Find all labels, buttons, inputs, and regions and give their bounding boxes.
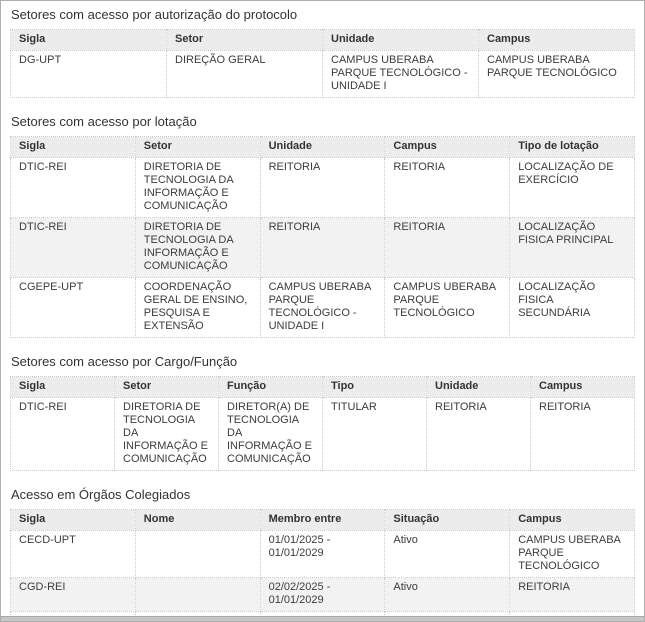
table-cell: REITORIA: [530, 397, 635, 471]
column-header: Campus: [478, 29, 635, 51]
table-cell: REITORIA: [384, 217, 511, 278]
column-header: Setor: [166, 29, 323, 51]
table-row: DTIC-REI DIRETORIA DE TECNOLOGIA DA INFOR…: [10, 157, 635, 218]
table-cell: 02/02/2025 - 01/01/2029: [259, 577, 386, 612]
column-header: Sigla: [10, 376, 115, 398]
column-header: Sigla: [10, 136, 136, 158]
orgaos-colegiados-table: Sigla Nome Membro entre Situação Campus CECD…: [10, 509, 635, 621]
table-cell: REITORIA: [259, 217, 386, 278]
table-header-row: Sigla Setor Função Tipo Unidade Campus: [10, 376, 635, 398]
table-cell: TITULAR: [322, 397, 427, 471]
column-header: Sigla: [10, 509, 136, 531]
table-cell: COORDENAÇÃO GERAL DE ENSINO, PESQUISA E …: [134, 277, 261, 338]
table-row: DTIC-REI DIRETORIA DE TECNOLOGIA DA INFOR…: [10, 397, 635, 471]
column-header: Unidade: [322, 29, 479, 51]
table-row: DG-UPT DIREÇÃO GERAL CAMPUS UBERABA PARQUE…: [10, 50, 635, 98]
table-cell: [134, 530, 261, 578]
table-header-row: Sigla Setor Unidade Campus Tipo de lotação: [10, 136, 635, 158]
table-cell: DIREÇÃO GERAL: [166, 50, 323, 98]
column-header: Função: [218, 376, 323, 398]
window-bottom-edge: [1, 616, 644, 621]
column-header: Setor: [114, 376, 219, 398]
column-header: Tipo: [322, 376, 427, 398]
section-autorizacao-protocolo: Setores com acesso por autorização do pr…: [10, 7, 635, 98]
section-title: Setores com acesso por lotação: [11, 114, 197, 129]
table-row: DTIC-REI DIRETORIA DE TECNOLOGIA DA INFOR…: [10, 217, 635, 278]
table-cell: DTIC-REI: [10, 217, 136, 278]
table-cell: DIRETOR(A) DE TECNOLOGIA DA INFORMAÇÃO E…: [218, 397, 323, 471]
table-cell: CAMPUS UBERABA PARQUE TECNOLÓGICO: [509, 530, 635, 578]
column-header: Setor: [134, 136, 261, 158]
table-cell: REITORIA: [259, 157, 386, 218]
table-cell: DTIC-REI: [10, 397, 115, 471]
table-cell: DG-UPT: [10, 50, 167, 98]
section-cargo-funcao: Setores com acesso por Cargo/Função Sigl…: [10, 354, 635, 471]
table-cell: LOCALIZAÇÃO DE EXERCÍCIO: [509, 157, 635, 218]
table-cell: Ativo: [384, 577, 511, 612]
section-orgaos-colegiados: Acesso em Órgãos Colegiados Sigla Nome Mem…: [10, 487, 635, 621]
table-cell: REITORIA: [509, 577, 635, 612]
column-header: Membro entre: [259, 509, 386, 531]
lotacao-table: Sigla Setor Unidade Campus Tipo de lotação D…: [10, 136, 635, 338]
column-header: Nome: [134, 509, 261, 531]
table-header-row: Sigla Setor Unidade Campus: [10, 29, 635, 51]
column-header: Campus: [509, 509, 635, 531]
section-title: Setores com acesso por Cargo/Função: [11, 354, 238, 369]
table-cell: DIRETORIA DE TECNOLOGIA DA INFORMAÇÃO E …: [134, 157, 261, 218]
table-row: CGD-REI 02/02/2025 - 01/01/2029 Ativo REITO…: [10, 577, 635, 612]
table-cell: CGD-REI: [10, 577, 136, 612]
column-header: Tipo de lotação: [509, 136, 635, 158]
authorization-table: Sigla Setor Unidade Campus DG-UPT DIREÇÃO GE…: [10, 29, 635, 98]
table-cell: LOCALIZAÇÃO FISICA SECUNDÁRIA: [509, 277, 635, 338]
table-header-row: Sigla Nome Membro entre Situação Campus: [10, 509, 635, 531]
column-header: Campus: [530, 376, 635, 398]
section-title: Acesso em Órgãos Colegiados: [11, 487, 191, 502]
table-cell: DTIC-REI: [10, 157, 136, 218]
table-cell: Ativo: [384, 530, 511, 578]
table-cell: CGEPE-UPT: [10, 277, 136, 338]
column-header: Unidade: [259, 136, 386, 158]
table-cell: CAMPUS UBERABA PARQUE TECNOLÓGICO: [384, 277, 511, 338]
table-cell: CAMPUS UBERABA PARQUE TECNOLÓGICO - UNID…: [322, 50, 479, 98]
table-cell: LOCALIZAÇÃO FISICA PRINCIPAL: [509, 217, 635, 278]
column-header: Unidade: [426, 376, 531, 398]
section-title: Setores com acesso por autorização do pr…: [11, 7, 298, 22]
table-cell: DIRETORIA DE TECNOLOGIA DA INFORMAÇÃO E …: [134, 217, 261, 278]
cargo-funcao-table: Sigla Setor Função Tipo Unidade Campus DTIC-R…: [10, 376, 635, 471]
table-cell: CAMPUS UBERABA PARQUE TECNOLÓGICO: [478, 50, 635, 98]
table-cell: [134, 577, 261, 612]
column-header: Campus: [384, 136, 511, 158]
table-row: CECD-UPT 01/01/2025 - 01/01/2029 Ativo CAMP…: [10, 530, 635, 578]
table-cell: 01/01/2025 - 01/01/2029: [259, 530, 386, 578]
table-cell: REITORIA: [384, 157, 511, 218]
table-cell: DIRETORIA DE TECNOLOGIA DA INFORMAÇÃO E …: [114, 397, 219, 471]
column-header: Situação: [384, 509, 511, 531]
table-cell: CECD-UPT: [10, 530, 136, 578]
section-lotacao: Setores com acesso por lotação Sigla Seto…: [10, 114, 635, 338]
column-header: Sigla: [10, 29, 167, 51]
table-row: CGEPE-UPT COORDENAÇÃO GERAL DE ENSINO, PE…: [10, 277, 635, 338]
table-cell: REITORIA: [426, 397, 531, 471]
table-cell: CAMPUS UBERABA PARQUE TECNOLÓGICO - UNID…: [259, 277, 386, 338]
